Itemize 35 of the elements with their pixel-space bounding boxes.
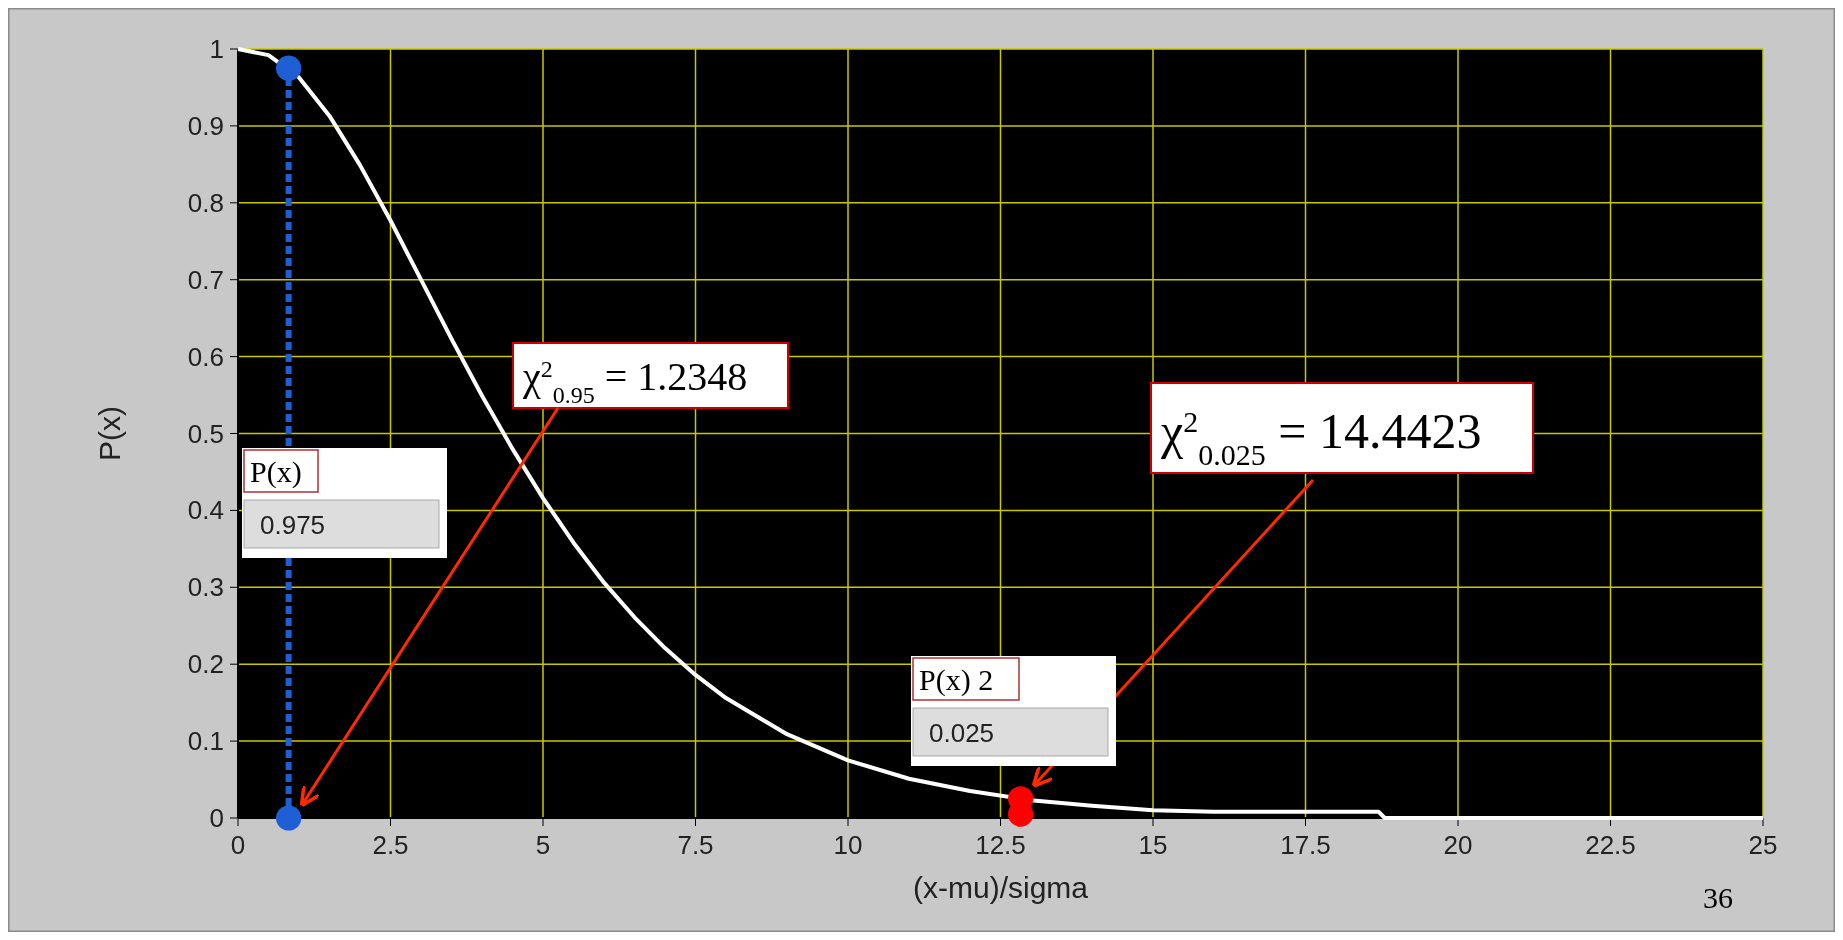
point	[276, 805, 302, 831]
x-tick-label: 12.5	[975, 830, 1026, 860]
annotation: P(x)	[250, 455, 302, 489]
y-tick-label: 0.8	[187, 187, 224, 218]
x-tick-label: 22.5	[1585, 830, 1636, 860]
indicator-field: P(x) 2 0.025	[911, 656, 1116, 766]
x-tick-label: 7.5	[677, 830, 714, 860]
annotation: P(x) 2	[919, 663, 994, 697]
annotation: 0.975	[260, 510, 326, 540]
y-tick-label: 0.3	[187, 572, 224, 603]
y-tick-label: 1	[209, 34, 224, 64]
x-tick-label: 25	[1748, 830, 1778, 860]
x-tick-label: 0	[230, 830, 246, 860]
y-tick-label: 0.2	[187, 649, 224, 680]
x-tick-label: 20	[1443, 830, 1473, 860]
y-tick-label: 0.5	[187, 418, 224, 449]
x-tick-label: 17.5	[1280, 830, 1331, 860]
y-tick-label: 0.6	[187, 341, 224, 372]
y-tick-label: 0.1	[187, 726, 224, 757]
annotation: χ$^{2}$$_{0.025}$ = 14.4423	[1160, 402, 1482, 471]
x-tick-label: 5	[535, 830, 551, 860]
y-tick-label: 0.7	[187, 264, 224, 295]
annotation: χ$^{2}$$_{0.95}$ = 1.2348	[522, 353, 748, 408]
point	[276, 55, 302, 81]
x-axis-title: (x-mu)/sigma	[912, 871, 1089, 904]
x-tick-label: 2.5	[372, 830, 409, 860]
x-tick-label: 10	[833, 830, 863, 860]
y-tick-label: 0.9	[187, 110, 224, 141]
text: 36	[1703, 881, 1733, 914]
x-tick-label: 15	[1138, 830, 1168, 860]
indicator-field: P(x) 0.975	[242, 448, 447, 558]
annotation: 0.025	[929, 718, 995, 748]
y-axis-title: P(x)	[93, 406, 126, 461]
y-tick-label: 0	[209, 803, 224, 833]
y-tick-label: 0.4	[187, 495, 224, 526]
